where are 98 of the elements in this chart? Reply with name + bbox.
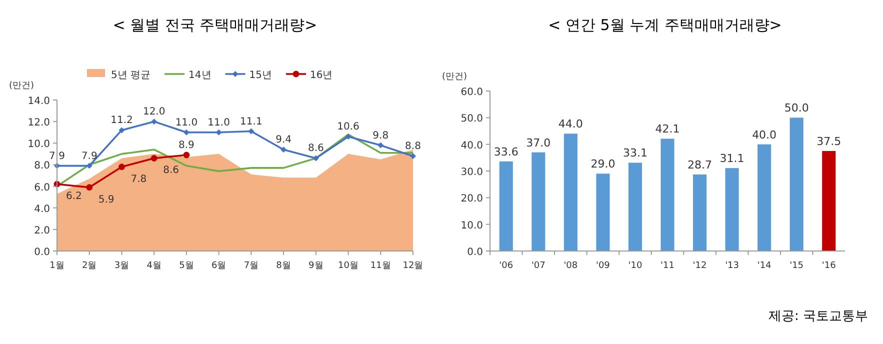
data-label: 7.9: [49, 150, 65, 162]
data-label: 12.0: [142, 106, 166, 118]
data-label: 6.2: [66, 191, 82, 202]
legend-label: 14년: [188, 70, 212, 81]
x-tick-label: '14: [757, 261, 772, 271]
bar: [822, 151, 836, 251]
legend-label: 15년: [249, 70, 272, 81]
x-tick-label: 1월: [50, 261, 64, 271]
data-label: 37.5: [816, 135, 842, 148]
point: [118, 164, 125, 170]
data-label: 10.6: [337, 122, 360, 133]
data-label: 37.0: [526, 136, 551, 150]
data-label: 9.4: [276, 134, 292, 146]
x-tick-label: 5월: [179, 261, 194, 271]
x-tick-label: 7월: [244, 261, 259, 271]
point: [150, 155, 158, 162]
y-tick-label: 4.0: [34, 204, 50, 215]
x-tick-label: 4월: [146, 261, 162, 271]
y-tick-label: 0.0: [467, 247, 483, 258]
bar: [628, 162, 642, 251]
y-tick-label: 40.0: [460, 140, 483, 152]
point: [378, 142, 384, 148]
data-label: 11.0: [175, 117, 198, 128]
point: [118, 127, 125, 134]
x-tick-label: '06: [499, 261, 514, 271]
y-tick-label: 10.0: [460, 220, 483, 232]
y-tick-label: 20.0: [460, 194, 483, 205]
data-label: 9.8: [372, 130, 389, 142]
point: [345, 134, 352, 140]
data-label: 11.1: [240, 116, 262, 128]
x-tick-label: '07: [531, 261, 546, 271]
x-tick-label: 2월: [82, 261, 97, 271]
chart-title: < 월별 전국 주택매매거래량>: [112, 16, 318, 34]
y-tick-label: 14.0: [28, 96, 50, 107]
bar: [758, 144, 772, 251]
text: 제공: 국토교통부: [768, 309, 868, 324]
y-axis-title: (만건): [9, 81, 34, 91]
point: [312, 155, 319, 162]
data-label: 33.1: [622, 146, 648, 160]
x-tick-label: 3월: [114, 261, 130, 271]
x-tick-label: 10월: [338, 261, 358, 271]
x-tick-label: 9월: [308, 261, 324, 271]
data-label: 7.9: [81, 150, 98, 162]
data-label: 8.9: [178, 140, 194, 152]
y-tick-label: 60.0: [460, 87, 483, 98]
data-label: 5.9: [98, 194, 114, 206]
point: [183, 152, 190, 158]
data-label: 50.0: [784, 102, 809, 115]
legend-label: 5년 평균: [111, 70, 151, 81]
y-tick-label: 10.0: [28, 139, 50, 150]
x-tick-label: '12: [692, 261, 707, 271]
data-label: 8.8: [405, 141, 421, 152]
y-tick-label: 2.0: [34, 225, 50, 236]
bar: [596, 174, 610, 251]
point: [86, 184, 93, 191]
x-tick-label: 6월: [211, 261, 226, 271]
data-label: 44.0: [558, 118, 583, 131]
x-tick-label: '15: [790, 261, 804, 271]
y-tick-label: 0.0: [34, 247, 50, 258]
bar: [499, 161, 513, 251]
point: [151, 118, 158, 125]
bar: [564, 134, 578, 251]
chart-title: < 연간 5월 누계 주택매매거래량>: [548, 16, 782, 34]
y-tick-label: 50.0: [460, 114, 483, 125]
x-tick-label: '13: [725, 261, 740, 271]
y-tick-label: 12.0: [28, 118, 50, 129]
y-tick-label: 8.0: [34, 160, 50, 172]
point: [183, 129, 190, 136]
x-tick-label: '08: [564, 261, 578, 271]
bar: [790, 118, 804, 251]
bar: [725, 168, 739, 251]
bar: [660, 138, 674, 251]
data-label: 8.6: [308, 143, 324, 154]
data-label: 31.1: [720, 152, 744, 166]
x-tick-label: '11: [660, 261, 674, 271]
x-tick-label: '16: [822, 261, 836, 271]
data-label: 28.7: [688, 158, 712, 172]
legend-label: 16년: [310, 70, 333, 81]
data-label: 11.0: [208, 117, 230, 128]
data-label: 8.6: [163, 165, 179, 176]
bar: [692, 174, 707, 251]
x-tick-label: 11월: [370, 261, 391, 271]
data-label: 40.0: [752, 128, 777, 142]
x-tick-label: 12월: [402, 261, 424, 271]
data-label: 29.0: [590, 158, 616, 171]
y-axis-title: (만건): [442, 72, 468, 82]
data-label: 33.6: [494, 145, 518, 158]
y-tick-label: 30.0: [460, 167, 483, 178]
data-label: 42.1: [655, 122, 680, 136]
point: [410, 153, 416, 160]
x-tick-label: '10: [628, 261, 642, 271]
x-tick-label: '09: [596, 261, 610, 271]
data-label: 7.8: [130, 174, 147, 185]
point: [280, 146, 287, 153]
y-tick-label: 6.0: [34, 182, 50, 194]
data-label: 11.2: [110, 115, 133, 126]
x-tick-label: 8월: [276, 261, 291, 271]
bar: [532, 152, 546, 251]
